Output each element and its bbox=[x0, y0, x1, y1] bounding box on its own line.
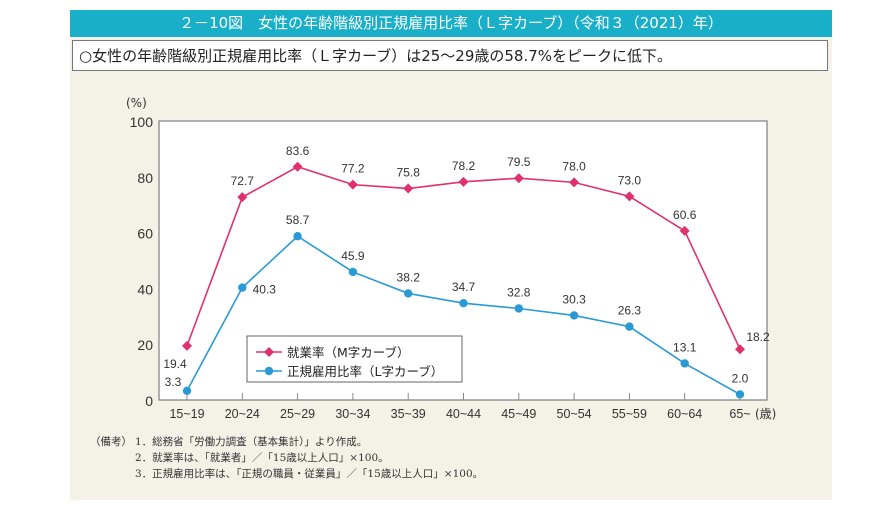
x-tick-label: 15~19 bbox=[169, 407, 204, 421]
data-label: 2.0 bbox=[732, 371, 749, 385]
legend-label: 正規雇用比率（L字カーブ） bbox=[287, 364, 443, 379]
x-tick-label: 20~24 bbox=[225, 407, 260, 421]
data-label: 58.7 bbox=[286, 213, 310, 227]
notes-label: （備考） bbox=[90, 436, 132, 448]
data-label: 79.5 bbox=[507, 155, 531, 169]
data-label: 83.6 bbox=[286, 144, 310, 158]
data-point bbox=[624, 191, 635, 202]
data-point bbox=[292, 161, 303, 172]
data-label: 18.2 bbox=[746, 330, 770, 344]
data-point bbox=[182, 340, 192, 351]
x-tick-label: 65~ bbox=[729, 407, 750, 421]
legend-marker bbox=[264, 347, 274, 357]
data-point bbox=[293, 232, 302, 241]
data-label: 13.1 bbox=[673, 340, 697, 354]
x-tick-label: 35~39 bbox=[391, 407, 426, 421]
data-label: 77.2 bbox=[341, 162, 365, 176]
data-point bbox=[347, 179, 358, 190]
data-label: 3.3 bbox=[165, 375, 182, 389]
data-label: 60.6 bbox=[673, 208, 697, 222]
x-tick-label: 60~64 bbox=[667, 407, 702, 421]
figure-subtitle: ○女性の年齢階級別正規雇用比率（Ｌ字カーブ）は25～29歳の58.7%をピークに… bbox=[72, 40, 828, 71]
data-point bbox=[569, 177, 580, 188]
data-point bbox=[679, 225, 690, 236]
x-tick-label: 40~44 bbox=[446, 407, 481, 421]
y-tick-label: 100 bbox=[130, 114, 154, 130]
data-label: 73.0 bbox=[618, 173, 642, 187]
data-label: 26.3 bbox=[618, 304, 642, 318]
data-label: 19.4 bbox=[163, 357, 187, 371]
x-tick-label: 55~59 bbox=[612, 407, 647, 421]
data-label: 75.8 bbox=[397, 166, 421, 180]
data-label: 30.3 bbox=[562, 292, 586, 306]
data-label: 32.8 bbox=[507, 285, 531, 299]
data-point bbox=[403, 183, 414, 194]
legend bbox=[246, 335, 463, 383]
y-tick-label: 40 bbox=[137, 281, 153, 297]
data-label: 72.7 bbox=[231, 174, 255, 188]
note-item: 2．就業率は、「就業者」／「15歳以上人口」×100。 bbox=[135, 452, 389, 464]
data-point bbox=[735, 390, 745, 399]
data-point bbox=[459, 298, 468, 308]
data-label: 78.0 bbox=[562, 159, 586, 173]
data-label: 34.7 bbox=[452, 280, 476, 294]
figure-title: ２－10図 女性の年齢階級別正規雇用比率（Ｌ字カーブ）（令和３（2021）年） bbox=[70, 10, 832, 37]
y-tick-label: 0 bbox=[145, 393, 153, 409]
data-point bbox=[404, 289, 413, 298]
data-point bbox=[625, 322, 634, 331]
note-item: 3．正規雇用比率は、「正規の職員・従業員」／「15歳以上人口」×100。 bbox=[135, 468, 484, 480]
x-tick-label: 25~29 bbox=[280, 407, 315, 421]
x-tick-label: 30~34 bbox=[335, 407, 370, 421]
data-point bbox=[569, 311, 579, 320]
y-tick-label: 80 bbox=[137, 170, 153, 186]
x-tick-label: 45~49 bbox=[501, 407, 536, 421]
data-point bbox=[513, 173, 524, 184]
data-point bbox=[680, 359, 689, 368]
y-tick-label: 60 bbox=[137, 226, 153, 242]
data-point bbox=[182, 386, 192, 395]
data-point bbox=[514, 304, 523, 313]
data-label: 38.2 bbox=[397, 270, 421, 284]
x-tick-label: 50~54 bbox=[557, 407, 592, 421]
data-label: 45.9 bbox=[341, 249, 365, 263]
data-point bbox=[348, 267, 358, 277]
data-point bbox=[458, 176, 469, 187]
legend-marker bbox=[264, 366, 274, 376]
data-label: 78.2 bbox=[452, 159, 476, 173]
x-axis-unit: (歳) bbox=[755, 407, 776, 421]
y-axis-unit: (%) bbox=[126, 96, 147, 110]
y-tick-label: 20 bbox=[137, 337, 153, 353]
data-label: 40.3 bbox=[253, 283, 277, 297]
legend-label: 就業率（M字カーブ） bbox=[287, 345, 410, 360]
notes: （備考） 1．総務省「労働力調査（基本集計）」より作成。 2．就業率は、「就業者」… bbox=[90, 434, 483, 482]
data-point bbox=[237, 192, 248, 203]
data-point bbox=[238, 283, 247, 292]
note-item: 1．総務省「労働力調査（基本集計）」より作成。 bbox=[135, 436, 368, 448]
data-point bbox=[735, 344, 745, 355]
